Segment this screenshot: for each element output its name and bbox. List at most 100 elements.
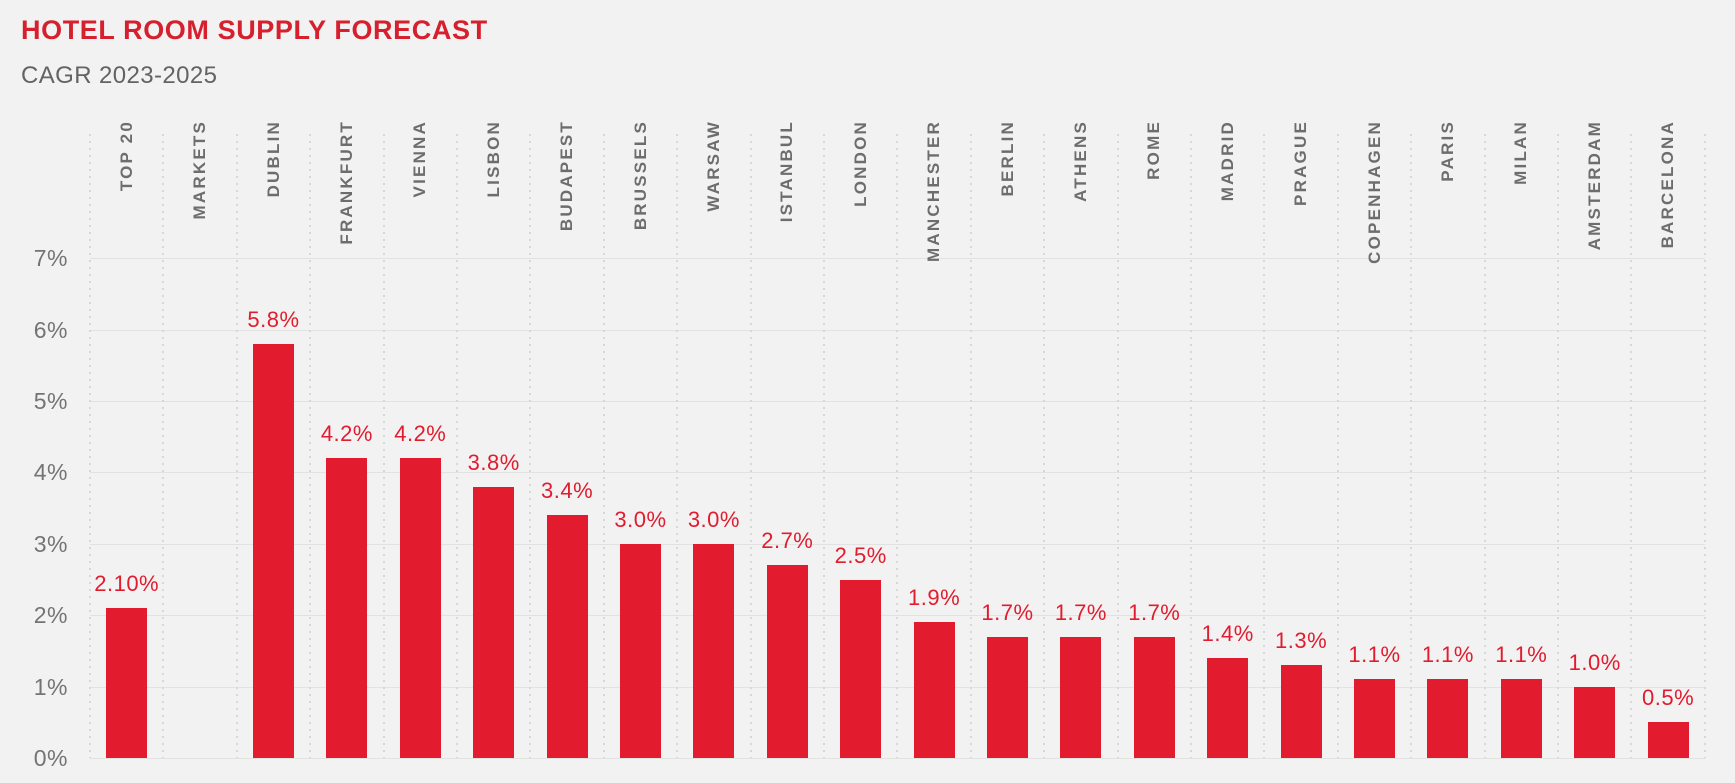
bar-value-label: 2.10% — [94, 571, 160, 597]
bar — [620, 543, 661, 758]
y-axis-tick-label: 0% — [33, 745, 68, 771]
bar-value-label: 1.1% — [1348, 642, 1401, 668]
gridline-vertical-dotted — [1483, 134, 1486, 758]
y-axis-tick-label: 7% — [33, 245, 68, 272]
gridline-vertical-dotted — [1703, 134, 1706, 758]
bar — [473, 486, 515, 758]
x-axis-label-text: ATHENS — [1070, 120, 1090, 202]
x-axis-label-text: BRUSSELS — [630, 120, 650, 231]
bar — [326, 458, 368, 758]
bar — [253, 343, 294, 758]
bar-value-label: 2.5% — [834, 542, 887, 568]
gridline-vertical-dotted — [1263, 134, 1266, 758]
gridline-vertical-dotted — [456, 134, 458, 758]
bar-value-label: 4.2% — [320, 421, 373, 447]
x-axis-label-text: TOP 20 — [116, 120, 136, 192]
y-axis-tick-label: 4% — [33, 459, 68, 486]
bar — [106, 608, 148, 758]
bar-value-label: 0.5% — [1642, 685, 1695, 711]
gridline-vertical-dotted — [1043, 134, 1046, 758]
chart-title: HOTEL ROOM SUPPLY FORECAST — [21, 15, 488, 45]
y-axis-tick-label: 2% — [33, 602, 68, 629]
bar-value-label: 1.9% — [908, 585, 961, 611]
bar — [987, 636, 1028, 758]
y-axis-tick-label: 6% — [33, 316, 68, 343]
bar — [766, 565, 808, 758]
bar — [1647, 722, 1689, 758]
bar-value-label: 1.0% — [1568, 649, 1621, 675]
bar-value-label: 1.1% — [1495, 642, 1548, 668]
gridline-vertical-dotted — [1116, 134, 1119, 758]
x-axis-label-text: LISBON — [483, 120, 503, 198]
gridline-vertical-dotted — [1410, 134, 1413, 758]
bar — [1574, 686, 1616, 758]
bar-value-label: 1.4% — [1201, 621, 1254, 647]
bar-value-label: 3.4% — [541, 478, 594, 504]
x-axis-label-text: WARSAW — [703, 120, 723, 212]
x-axis-label-text: FRANKFURT — [336, 120, 356, 245]
gridline-vertical-dotted — [89, 134, 91, 758]
gridline-vertical-dotted — [749, 134, 752, 758]
bar — [840, 579, 882, 758]
gridline-vertical-dotted — [602, 134, 605, 758]
bar — [399, 458, 441, 758]
bar — [1133, 636, 1175, 758]
x-axis-label-text: MANCHESTER — [924, 120, 944, 262]
bar — [1060, 636, 1102, 758]
gridline-vertical-dotted — [309, 134, 312, 758]
bar — [546, 515, 588, 758]
bar — [1427, 679, 1469, 758]
x-axis-label-text: LONDON — [850, 120, 870, 207]
bar-value-label: 1.3% — [1275, 628, 1328, 654]
bar — [913, 622, 955, 758]
x-axis-label-text: VIENNA — [410, 120, 430, 198]
bar-value-label: 1.7% — [981, 599, 1034, 625]
x-axis-label-text: PARIS — [1437, 120, 1457, 182]
x-axis-label-text: MADRID — [1217, 120, 1237, 202]
x-axis-label-text: MILAN — [1511, 120, 1531, 185]
x-axis-label-text: BARCELONA — [1658, 120, 1678, 249]
bar — [1207, 658, 1249, 758]
gridline-vertical-dotted — [1630, 134, 1633, 758]
y-axis-tick-label: 3% — [33, 530, 68, 557]
x-axis-label-text: ROME — [1144, 120, 1164, 180]
bar-value-label: 3.0% — [687, 506, 740, 532]
x-axis-label-text: BERLIN — [997, 120, 1017, 197]
gridline-vertical-dotted — [1190, 134, 1192, 758]
gridline-vertical-dotted — [676, 134, 679, 758]
y-axis-tick-label: 1% — [33, 673, 68, 700]
gridline-vertical-dotted — [382, 134, 385, 758]
gridline-vertical-dotted — [896, 134, 899, 758]
gridline-vertical-dotted — [235, 134, 238, 758]
y-axis-tick-label: 5% — [33, 388, 68, 414]
x-axis-label-text: DUBLIN — [263, 120, 283, 198]
gridline-vertical-dotted — [823, 134, 825, 758]
bar — [1500, 679, 1542, 758]
x-axis-label-text: ISTANBUL — [777, 120, 797, 223]
bar-value-label: 1.7% — [1054, 599, 1107, 625]
bar — [693, 543, 735, 758]
x-axis-label-text: COPENHAGEN — [1364, 120, 1384, 264]
bar — [1280, 665, 1322, 758]
bar-value-label: 3.8% — [467, 449, 520, 475]
bar-value-label: 4.2% — [394, 421, 447, 447]
chart-subtitle: CAGR 2023-2025 — [21, 62, 218, 89]
bar-value-label: 3.0% — [614, 506, 667, 532]
gridline-vertical-dotted — [1557, 134, 1559, 758]
bar-value-label: 1.1% — [1421, 642, 1474, 668]
gridline-vertical-dotted — [969, 134, 972, 758]
gridline-vertical-dotted — [162, 134, 165, 758]
gridline-horizontal — [90, 758, 1705, 759]
x-axis-label-text: BUDAPEST — [557, 120, 577, 232]
x-axis-label-text: PRAGUE — [1291, 120, 1311, 206]
bar-value-label: 1.7% — [1128, 599, 1181, 625]
x-axis-label-text: AMSTERDAM — [1584, 120, 1604, 251]
x-axis-label-text: MARKETS — [190, 120, 210, 220]
gridline-vertical-dotted — [1336, 134, 1339, 758]
gridline-vertical-dotted — [529, 134, 532, 758]
bar — [1354, 679, 1395, 758]
bar-value-label: 2.7% — [761, 528, 814, 554]
bar-value-label: 5.8% — [247, 306, 300, 332]
